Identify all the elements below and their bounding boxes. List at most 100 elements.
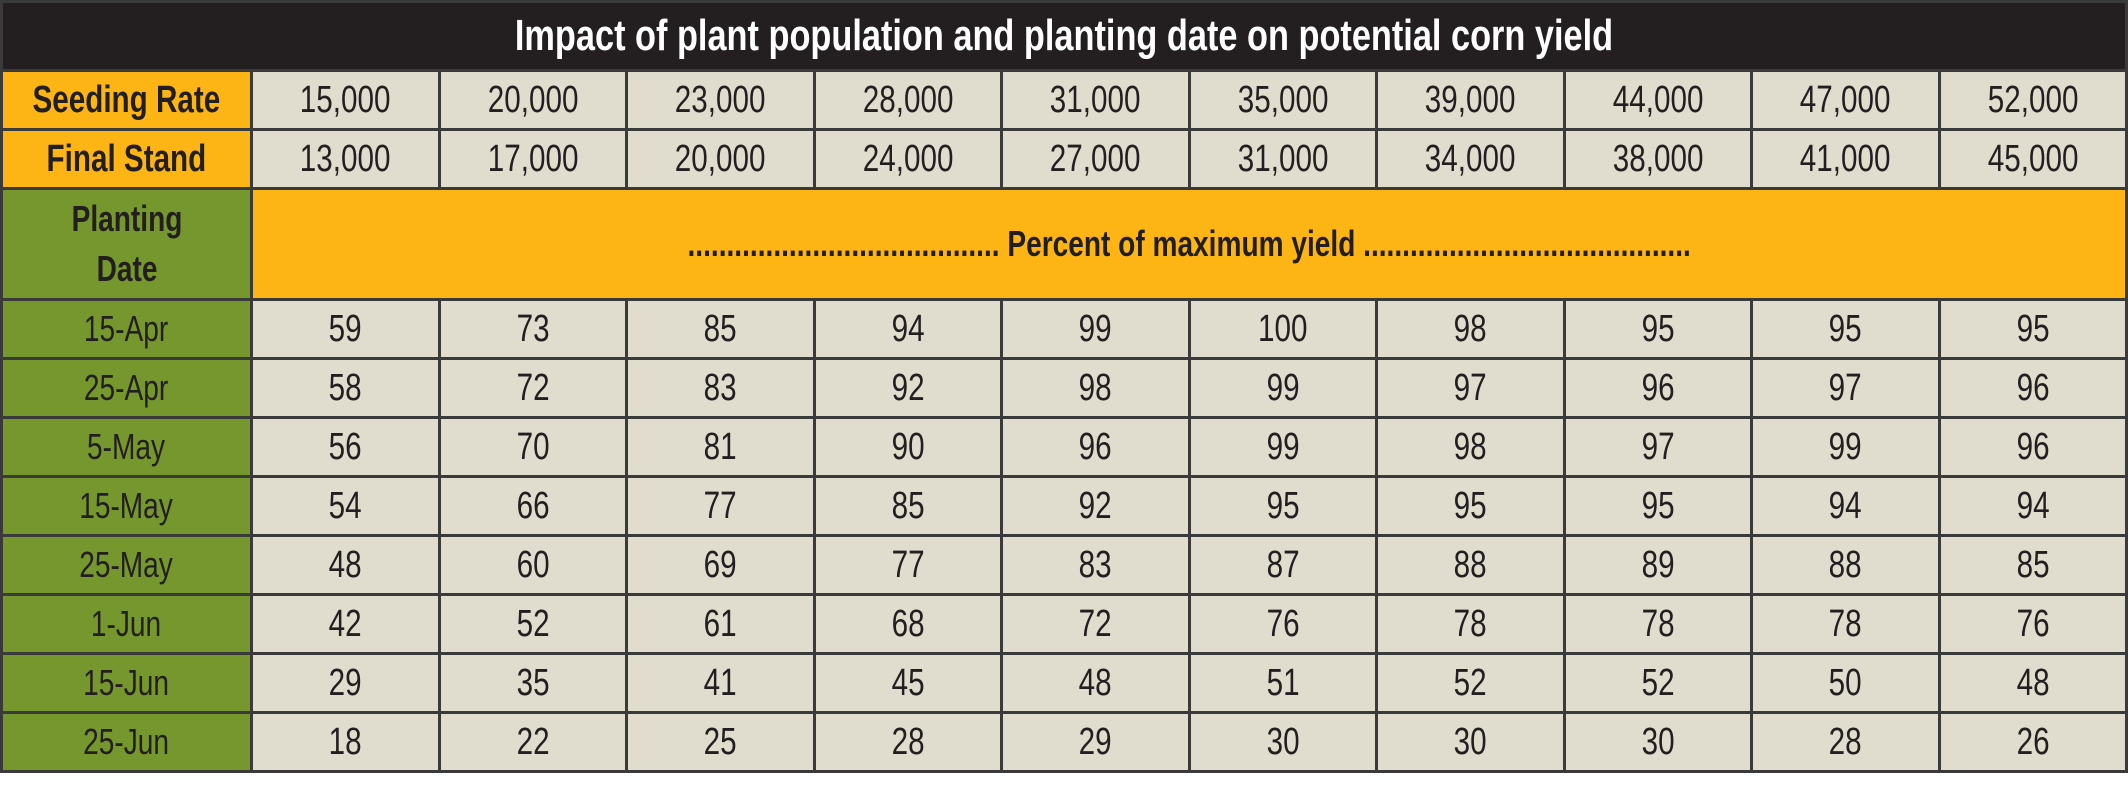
yield-cell-text: 97 (1641, 425, 1675, 468)
seeding-rate-cell: 20,000 (437, 69, 628, 131)
yield-cell: 94 (1937, 475, 2128, 537)
yield-cell-text: 99 (1078, 307, 1112, 350)
yield-cell: 88 (1375, 534, 1566, 596)
yield-cell-text: 90 (891, 425, 925, 468)
seeding-rate-cell-text: 31,000 (1049, 78, 1141, 121)
yield-cell-text: 59 (328, 307, 362, 350)
yield-cell-text: 48 (2016, 661, 2050, 704)
yield-cell: 97 (1375, 357, 1566, 419)
table-row: 25-Apr 58 72 83 92 98 99 97 96 97 96 (0, 357, 2128, 419)
yield-cell: 66 (437, 475, 628, 537)
yield-cell-text: 76 (2016, 602, 2050, 645)
yield-cell: 96 (1562, 357, 1753, 419)
yield-cell-text: 95 (1641, 307, 1675, 350)
yield-cell-text: 99 (1828, 425, 1862, 468)
yield-cell-text: 95 (1266, 484, 1300, 527)
yield-cell: 22 (437, 711, 628, 773)
yield-cell-text: 48 (328, 543, 362, 586)
seeding-rate-label: Seeding Rate (0, 69, 253, 131)
final-stand-cell: 27,000 (1000, 128, 1191, 190)
seeding-rate-cell: 47,000 (1750, 69, 1941, 131)
yield-cell: 72 (1000, 593, 1191, 655)
seeding-rate-cell-text: 15,000 (299, 78, 391, 121)
yield-cell: 18 (250, 711, 441, 773)
seeding-rate-cell: 39,000 (1375, 69, 1566, 131)
yield-cell: 88 (1750, 534, 1941, 596)
yield-cell: 30 (1187, 711, 1378, 773)
yield-cell: 100 (1187, 298, 1378, 360)
yield-cell: 42 (250, 593, 441, 655)
yield-cell: 70 (437, 416, 628, 478)
table-row: 25-Jun 18 22 25 28 29 30 30 30 28 26 (0, 711, 2128, 773)
yield-cell-text: 52 (1453, 661, 1487, 704)
yield-cell-text: 85 (891, 484, 925, 527)
seeding-rate-cell-text: 35,000 (1237, 78, 1329, 121)
final-stand-cell-text: 41,000 (1799, 137, 1891, 180)
final-stand-cell-text: 27,000 (1049, 137, 1141, 180)
yield-cell-text: 48 (1078, 661, 1112, 704)
yield-cell: 94 (1750, 475, 1941, 537)
yield-cell: 30 (1562, 711, 1753, 773)
yield-cell-text: 96 (1641, 366, 1675, 409)
yield-cell-text: 83 (703, 366, 737, 409)
yield-cell-text: 72 (1078, 602, 1112, 645)
yield-cell: 26 (1937, 711, 2128, 773)
final-stand-label-text: Final Stand (46, 137, 207, 180)
yield-cell-text: 35 (516, 661, 550, 704)
yield-cell: 35 (437, 652, 628, 714)
title-row: Impact of plant population and planting … (0, 0, 2128, 72)
seeding-rate-cell: 28,000 (812, 69, 1003, 131)
yield-cell: 77 (812, 534, 1003, 596)
yield-cell-text: 28 (1828, 720, 1862, 763)
yield-cell-text: 72 (516, 366, 550, 409)
yield-cell: 52 (1375, 652, 1566, 714)
yield-cell-text: 18 (328, 720, 362, 763)
yield-cell-text: 41 (703, 661, 737, 704)
yield-cell: 28 (812, 711, 1003, 773)
final-stand-cell-text: 13,000 (299, 137, 391, 180)
yield-cell-text: 95 (1641, 484, 1675, 527)
seeding-rate-label-text: Seeding Rate (32, 78, 221, 121)
yield-cell: 68 (812, 593, 1003, 655)
planting-date-cell: 15-May (0, 475, 253, 537)
yield-cell: 85 (625, 298, 816, 360)
yield-cell: 85 (812, 475, 1003, 537)
yield-cell: 69 (625, 534, 816, 596)
final-stand-cell-text: 31,000 (1237, 137, 1329, 180)
yield-cell-text: 97 (1453, 366, 1487, 409)
yield-cell-text: 99 (1266, 366, 1300, 409)
subheader-row: Planting Date ..........................… (0, 187, 2128, 301)
yield-cell: 51 (1187, 652, 1378, 714)
final-stand-cell-text: 34,000 (1424, 137, 1516, 180)
yield-cell: 29 (250, 652, 441, 714)
planting-date-label-text: Planting Date (71, 198, 182, 289)
yield-cell: 60 (437, 534, 628, 596)
yield-cell-text: 26 (2016, 720, 2050, 763)
final-stand-cell: 38,000 (1562, 128, 1753, 190)
yield-cell-text: 45 (891, 661, 925, 704)
yield-cell-text: 85 (2016, 543, 2050, 586)
yield-cell: 56 (250, 416, 441, 478)
yield-cell-text: 30 (1641, 720, 1675, 763)
yield-cell: 95 (1562, 298, 1753, 360)
yield-cell-text: 58 (328, 366, 362, 409)
seeding-rate-cell: 23,000 (625, 69, 816, 131)
final-stand-cell: 45,000 (1937, 128, 2128, 190)
yield-cell: 96 (1937, 416, 2128, 478)
yield-cell-text: 56 (328, 425, 362, 468)
yield-cell-text: 73 (516, 307, 550, 350)
final-stand-cell: 24,000 (812, 128, 1003, 190)
seeding-rate-cell-text: 28,000 (862, 78, 954, 121)
yield-cell: 73 (437, 298, 628, 360)
yield-cell: 98 (1375, 298, 1566, 360)
yield-cell: 30 (1375, 711, 1566, 773)
yield-cell: 94 (812, 298, 1003, 360)
percent-max-yield-header: ........................................… (250, 187, 2128, 301)
yield-cell-text: 81 (703, 425, 737, 468)
planting-date-cell-text: 15-Jun (83, 662, 170, 703)
seeding-rate-cell: 44,000 (1562, 69, 1753, 131)
yield-cell-text: 52 (516, 602, 550, 645)
percent-max-yield-text: ........................................… (687, 223, 1691, 264)
final-stand-row: Final Stand 13,000 17,000 20,000 24,000 27,0… (0, 128, 2128, 190)
yield-cell-text: 96 (2016, 366, 2050, 409)
